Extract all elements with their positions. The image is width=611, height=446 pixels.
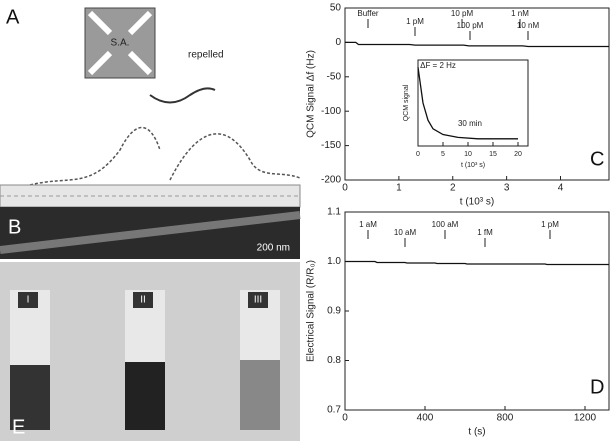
x-tick-label: 800	[497, 413, 514, 424]
repelled-label: repelled	[188, 50, 224, 61]
vial-cap	[133, 292, 153, 308]
panel-label: B	[8, 216, 21, 238]
x-tick-label: 1	[396, 183, 402, 194]
y-tick-label: -50	[327, 71, 342, 82]
y-tick-label: -100	[321, 106, 341, 117]
x-axis-label: t (10³ s)	[460, 197, 494, 208]
vial-cap	[18, 292, 38, 308]
y-tick-label: 0.9	[327, 306, 341, 317]
vial-liquid	[125, 362, 165, 430]
plot-frame	[417, 59, 529, 147]
annotation: Buffer	[357, 9, 379, 18]
y-tick-label: 1.1	[327, 207, 341, 218]
x-tick-label: 15	[489, 151, 497, 158]
x-tick-label: 4	[558, 183, 564, 194]
vial-label: I	[27, 295, 30, 306]
x-tick-label: 400	[417, 413, 434, 424]
annotation: 10 nM	[517, 21, 540, 30]
panel-label: E	[12, 416, 25, 438]
sa-label: S.A.	[111, 38, 130, 49]
x-tick-label: 5	[441, 151, 445, 158]
annotation: 1 pM	[406, 17, 424, 26]
panel-label: C	[590, 148, 604, 170]
x-tick-label: 20	[514, 151, 522, 158]
y-tick-label: 0	[335, 37, 341, 48]
annotation: 30 min	[458, 119, 482, 128]
y-tick-label: 1.0	[327, 256, 341, 267]
arrows	[87, 10, 153, 76]
data-line	[417, 67, 518, 140]
annotation: 1 pM	[541, 220, 559, 229]
data-line	[345, 260, 609, 266]
annotation: 1 nM	[511, 9, 529, 18]
plot-frame	[344, 7, 610, 181]
y-tick-label: 0.7	[327, 405, 341, 416]
x-tick-label: 3	[504, 183, 510, 194]
annotation: 10 aM	[394, 228, 417, 237]
x-tick-label: 0	[416, 151, 420, 158]
molecules	[29, 127, 301, 186]
panel-label: D	[590, 376, 604, 398]
x-tick-label: 10	[464, 151, 472, 158]
annotation: 10 pM	[451, 9, 474, 18]
annotation: 100 aM	[432, 220, 459, 229]
sem-strip	[0, 211, 301, 254]
vial-label: III	[254, 295, 262, 306]
x-tick-label: 1200	[574, 413, 597, 424]
y-tick-label: -150	[321, 140, 341, 151]
scale-bar-label: 200 nm	[257, 243, 290, 254]
data-line	[345, 41, 609, 48]
y-axis-label: QCM Signal Δf (Hz)	[306, 50, 317, 138]
y-axis-label: Electrical Signal (R/R₀)	[306, 260, 317, 362]
x-axis-label: t (10³ s)	[461, 162, 485, 169]
repel-arrow	[149, 87, 216, 104]
y-tick-label: -200	[321, 175, 341, 186]
vial-label: II	[140, 295, 146, 306]
vial-cap	[248, 292, 268, 308]
annotation: 1 aM	[359, 220, 377, 229]
y-axis-label: QCM signal	[403, 84, 410, 121]
annotation: 100 pM	[457, 21, 484, 30]
y-tick-label: 0.8	[327, 355, 341, 366]
panel-label: A	[6, 6, 20, 28]
vial-liquid	[10, 365, 50, 430]
x-axis-label: t (s)	[468, 427, 485, 438]
vial-liquid	[240, 360, 280, 430]
x-tick-label: 0	[342, 413, 348, 424]
x-tick-label: 2	[450, 183, 456, 194]
y-tick-label: 50	[330, 3, 342, 14]
x-tick-label: 0	[342, 183, 348, 194]
plot-frame	[344, 211, 610, 411]
annotation: 1 fM	[477, 228, 493, 237]
annotation: ΔF = 2 Hz	[420, 61, 456, 70]
